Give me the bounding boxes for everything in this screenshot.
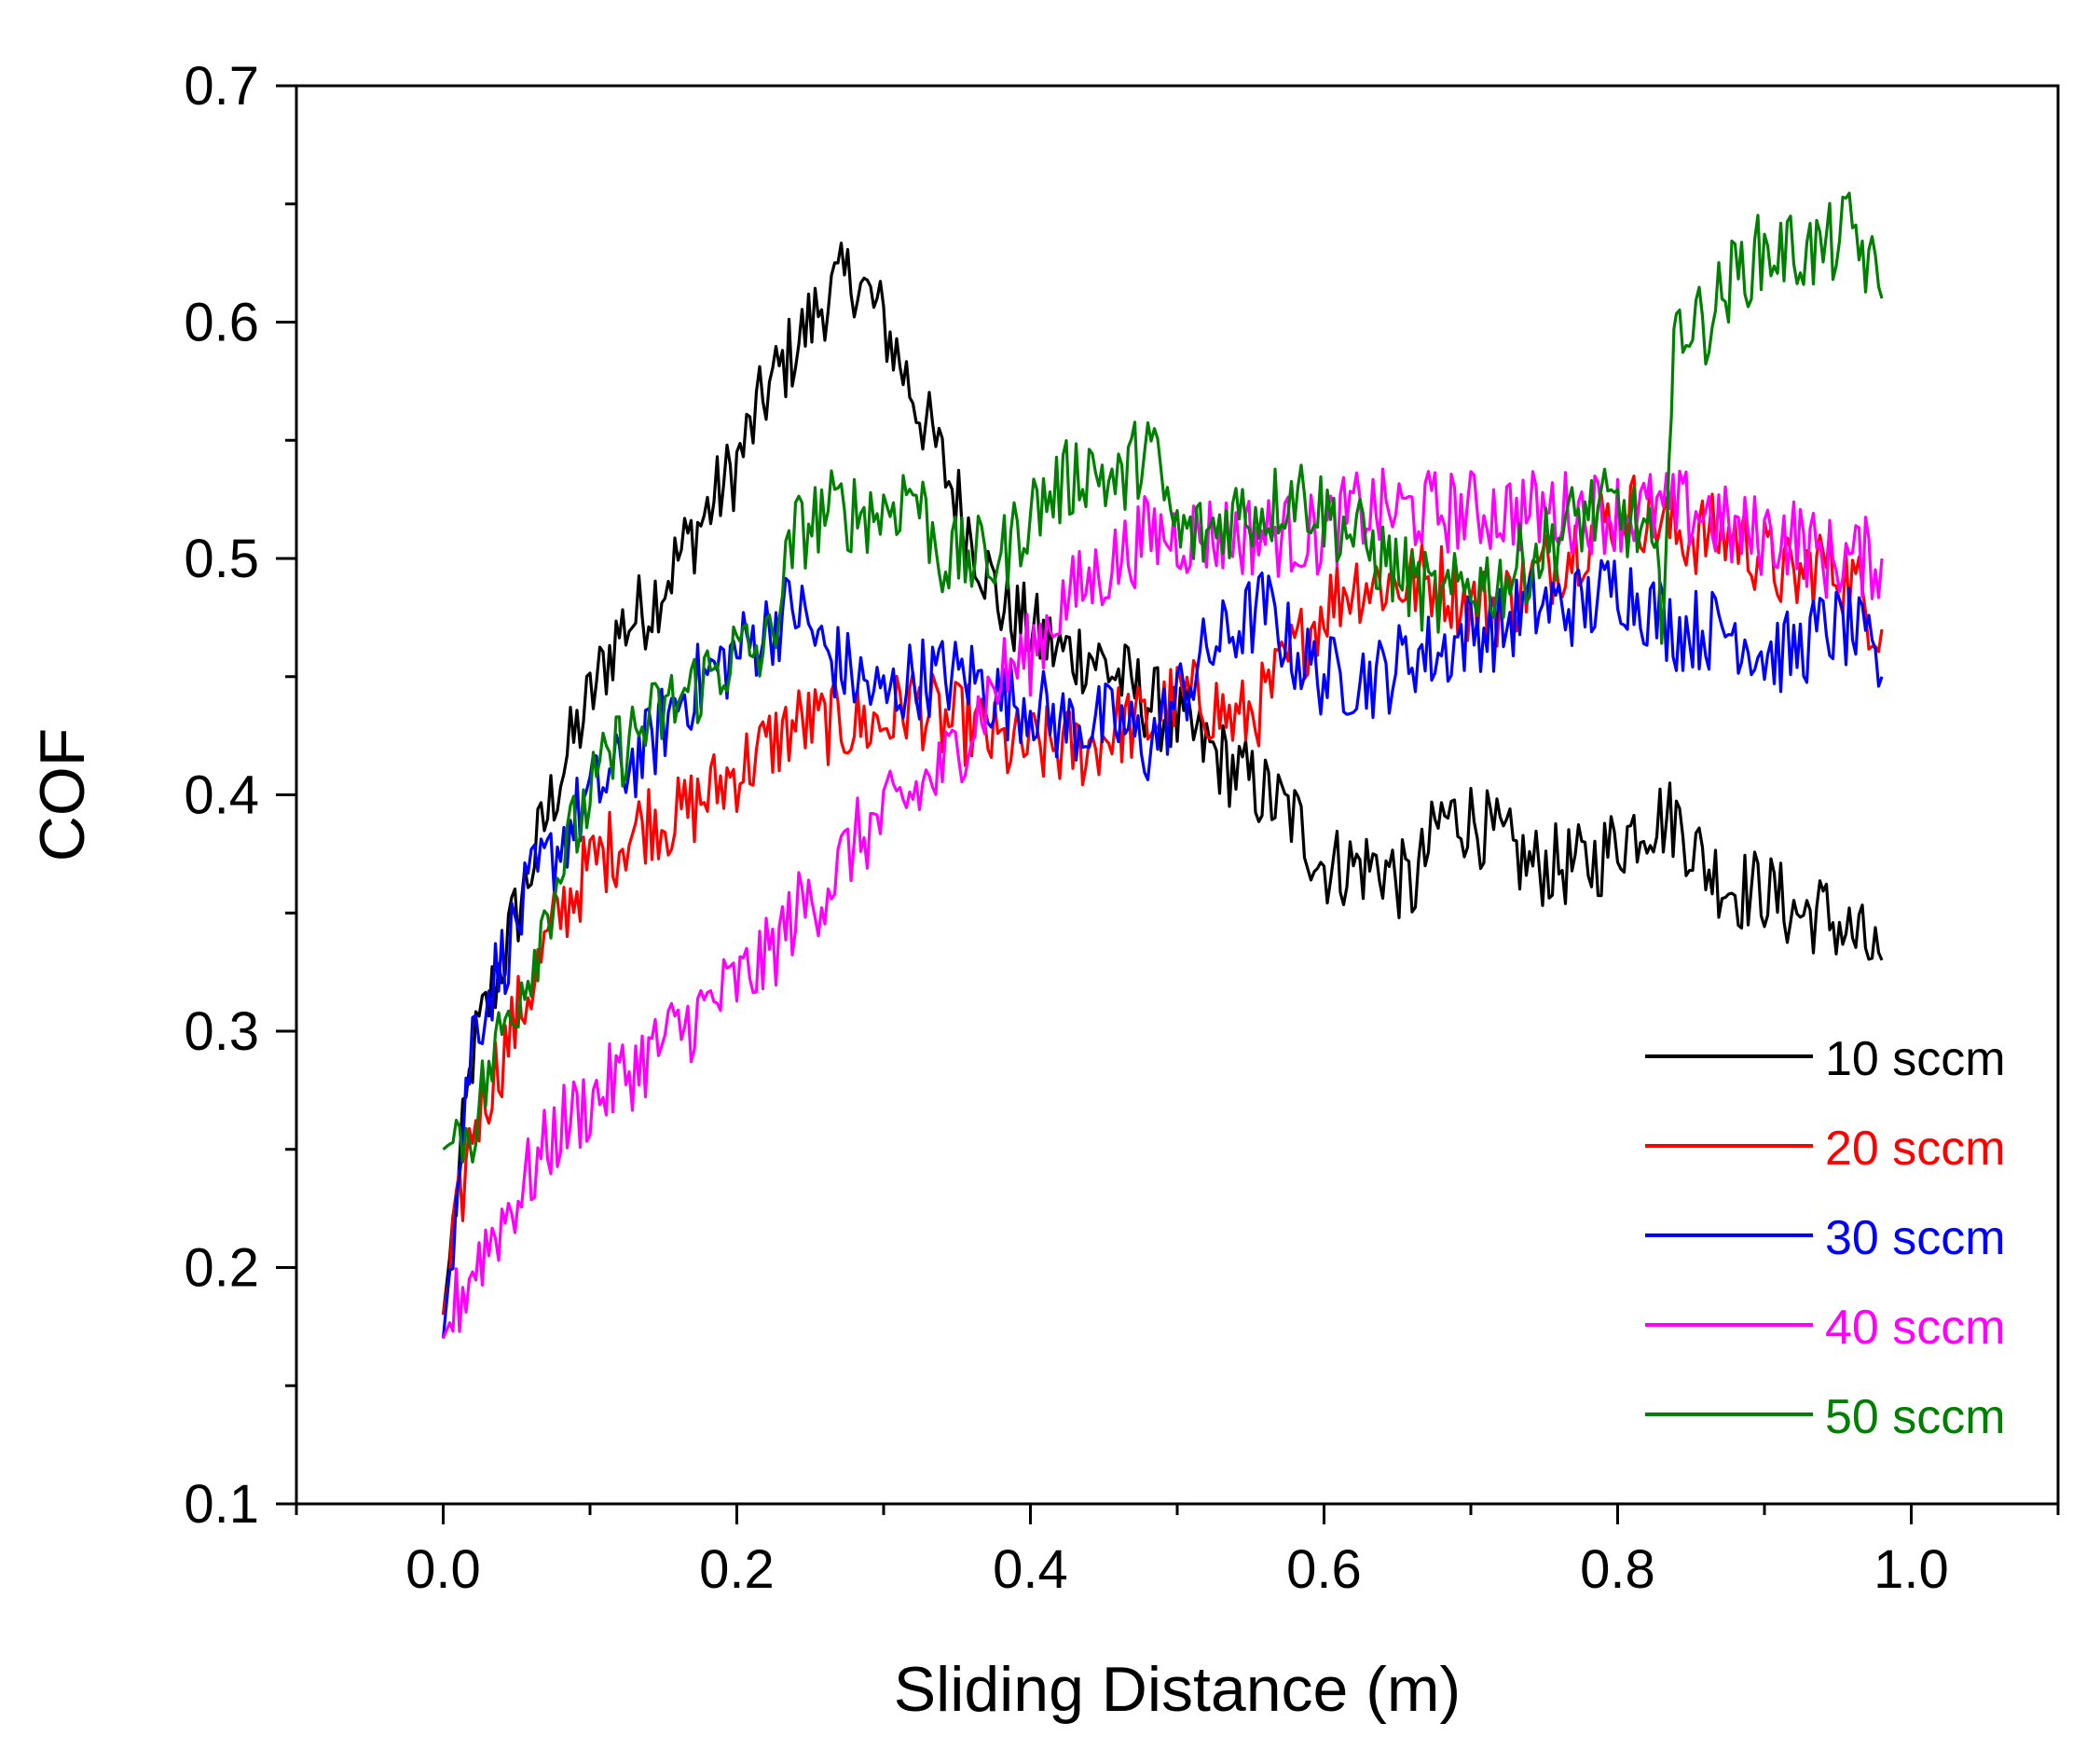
ticks-layer: 0.0 0.2 0.4 0.6 0.8 1.0 0.1 0.2 0.3 0.4 0.5 0.6 0.7 — [184, 56, 2060, 1600]
series-line-50-sccm — [442, 191, 1884, 1164]
x-axis-title: Sliding Distance (m) — [894, 1654, 1461, 1725]
x-tick-label: 0.4 — [993, 1539, 1068, 1600]
series-layer — [441, 191, 1884, 1340]
series-line-40-sccm — [442, 467, 1884, 1340]
legend-label: 30 sccm — [1825, 1211, 2006, 1265]
y-tick-label: 0.5 — [184, 529, 259, 589]
y-tick-label: 0.3 — [184, 1001, 259, 1062]
y-tick-label: 0.6 — [184, 293, 259, 353]
series-line-30-sccm — [441, 558, 1884, 1339]
x-tick-label: 1.0 — [1874, 1539, 1949, 1600]
legend-label: 10 sccm — [1825, 1032, 2006, 1086]
series-line-10-sccm — [441, 241, 1884, 1316]
y-tick-label: 0.1 — [184, 1474, 259, 1535]
x-tick-label: 0.2 — [699, 1539, 775, 1600]
y-tick-label: 0.4 — [184, 765, 259, 826]
legend-label: 50 sccm — [1825, 1390, 2006, 1444]
legend-label: 40 sccm — [1825, 1301, 2006, 1355]
y-tick-label: 0.7 — [184, 56, 259, 117]
x-tick-label: 0.6 — [1286, 1539, 1362, 1600]
x-tick-label: 0.8 — [1580, 1539, 1655, 1600]
y-tick-label: 0.2 — [184, 1238, 259, 1299]
legend-label: 20 sccm — [1825, 1122, 2006, 1176]
x-tick-label: 0.0 — [405, 1539, 481, 1600]
series-line-20-sccm — [441, 474, 1884, 1316]
y-axis-title: COF — [27, 728, 98, 862]
legend: 10 sccm 20 sccm 30 sccm 40 sccm 50 sccm — [1645, 1032, 2006, 1444]
